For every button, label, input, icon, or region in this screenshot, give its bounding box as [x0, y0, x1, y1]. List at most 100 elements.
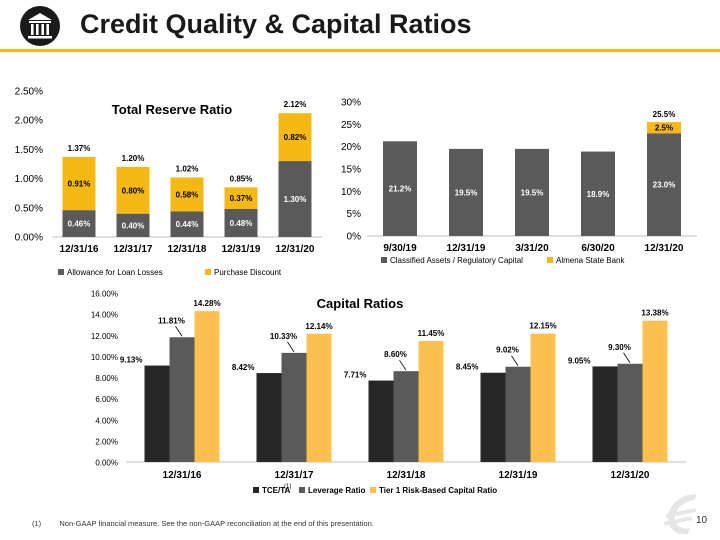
- legend-label: Allowance for Loan Losses: [67, 268, 163, 277]
- legend-superscript: (1): [284, 484, 291, 490]
- data-label: 10.33%: [270, 332, 297, 341]
- data-label: 0.46%: [68, 220, 91, 229]
- data-label: 12.15%: [529, 322, 556, 331]
- data-label: 8.60%: [384, 350, 407, 359]
- legend-swatch: [370, 487, 376, 493]
- legend-label: Tier 1 Risk-Based Capital Ratio: [379, 486, 497, 495]
- y-tick-label: 2.00%: [15, 116, 43, 127]
- data-label: 14.28%: [193, 299, 220, 308]
- x-tick-label: 12/31/17: [114, 244, 153, 255]
- bar-tce-ta: [144, 365, 170, 462]
- data-label: 18.9%: [587, 190, 610, 199]
- bar-allowance: [116, 213, 150, 237]
- bar-leverage-ratio: [281, 352, 307, 462]
- bar-classified-assets: [449, 148, 483, 236]
- data-label: 0.40%: [122, 221, 145, 230]
- data-label: 9.13%: [120, 356, 143, 365]
- data-label: 0.37%: [230, 194, 253, 203]
- leader-line: [175, 326, 183, 337]
- y-tick-label: 30%: [341, 98, 361, 109]
- x-tick-label: 9/30/19: [383, 243, 417, 254]
- bar-purchase-discount: [170, 177, 204, 212]
- bar-tce-ta: [256, 373, 282, 462]
- data-label: 7.71%: [344, 371, 367, 380]
- data-label: 0.91%: [68, 180, 91, 189]
- data-label: 19.5%: [521, 188, 544, 197]
- bar-classified-assets: [515, 148, 549, 236]
- x-tick-label: 12/31/20: [276, 244, 315, 255]
- x-tick-label: 12/31/18: [168, 244, 207, 255]
- y-tick-label: 0.00%: [15, 233, 43, 244]
- y-tick-label: 14.00%: [91, 311, 118, 320]
- classified-assets-chart: 0% 5% 10% 15% 20% 25% 30% 21.2% 9/30/19 19.5% 12/3…: [341, 98, 697, 265]
- header: Credit Quality & Capital Ratios: [0, 0, 720, 52]
- bar-leverage-ratio: [617, 363, 643, 462]
- bar-purchase-discount: [62, 156, 96, 211]
- chart-title: Capital Ratios: [317, 296, 404, 311]
- bar-leverage-ratio: [169, 337, 195, 462]
- y-tick-label: 1.00%: [15, 174, 43, 185]
- bar-classified-assets: [647, 133, 681, 236]
- data-label: 19.5%: [455, 188, 478, 197]
- bar-almena-state-bank: [647, 122, 681, 134]
- bar-purchase-discount: [116, 166, 150, 214]
- bar-classified-assets: [581, 151, 615, 236]
- bar-classified-assets: [383, 141, 417, 236]
- bar-allowance: [224, 208, 258, 237]
- data-label: 23.0%: [653, 181, 676, 190]
- y-tick-label: 16.00%: [91, 290, 118, 299]
- data-label: 0.80%: [122, 186, 145, 195]
- leader-line: [287, 341, 295, 353]
- page-number: 10: [696, 515, 708, 526]
- y-tick-label: 5%: [347, 209, 362, 220]
- data-label: 0.58%: [176, 190, 199, 199]
- bar-allowance: [278, 161, 312, 237]
- y-tick-label: 8.00%: [95, 374, 118, 383]
- watermark-logo-icon: [663, 494, 697, 535]
- bar-leverage-ratio: [393, 371, 419, 462]
- y-tick-label: 10.00%: [91, 353, 118, 362]
- x-tick-label: 6/30/20: [581, 243, 615, 254]
- y-tick-label: 12.00%: [91, 332, 118, 341]
- x-tick-label: 12/31/20: [611, 470, 650, 481]
- y-tick-label: 25%: [341, 120, 361, 131]
- leader-line: [399, 359, 407, 371]
- bar-tier1-capital-ratio: [418, 341, 444, 462]
- bar-tce-ta: [480, 372, 506, 462]
- page-title: Credit Quality & Capital Ratios: [80, 9, 472, 39]
- x-tick-label: 3/31/20: [515, 243, 549, 254]
- bar-purchase-discount: [278, 113, 312, 162]
- data-label: 0.44%: [176, 220, 199, 229]
- y-tick-label: 0.00%: [95, 459, 118, 468]
- x-tick-label: 12/31/19: [499, 470, 538, 481]
- total-reserve-ratio-chart: 0.00% 0.50% 1.00% 1.50% 2.00% 2.50% Total Rese…: [15, 87, 322, 277]
- data-label: 11.81%: [158, 316, 185, 325]
- y-tick-label: 1.50%: [15, 145, 43, 156]
- total-label: 2.12%: [284, 100, 307, 109]
- data-label: 8.45%: [456, 363, 479, 372]
- total-label: 25.5%: [653, 110, 676, 119]
- bar-tier1-capital-ratio: [642, 320, 668, 462]
- bank-building-icon: [20, 6, 60, 46]
- data-label: 0.48%: [230, 219, 253, 228]
- footnote-text: Non-GAAP financial measure. See the non-…: [59, 519, 374, 528]
- legend-label: TCE/TA: [262, 486, 291, 495]
- legend-swatch: [205, 269, 211, 275]
- bar-tier1-capital-ratio: [306, 333, 332, 462]
- total-label: 0.85%: [230, 174, 253, 183]
- x-tick-label: 12/31/16: [60, 244, 99, 255]
- data-label: 11.45%: [418, 329, 445, 338]
- bar-tier1-capital-ratio: [194, 311, 220, 462]
- total-label: 1.02%: [176, 164, 199, 173]
- y-tick-label: 10%: [341, 187, 361, 198]
- legend-label: Purchase Discount: [214, 268, 282, 277]
- y-tick-label: 4.00%: [95, 416, 118, 425]
- data-label: 1.30%: [284, 195, 307, 204]
- x-tick-label: 12/31/16: [163, 470, 202, 481]
- y-tick-label: 2.00%: [95, 437, 118, 446]
- x-tick-label: 12/31/19: [447, 243, 486, 254]
- data-label: 9.30%: [608, 343, 631, 352]
- data-label: 21.2%: [389, 185, 412, 194]
- y-tick-label: 0.50%: [15, 203, 43, 214]
- y-tick-label: 20%: [341, 142, 361, 153]
